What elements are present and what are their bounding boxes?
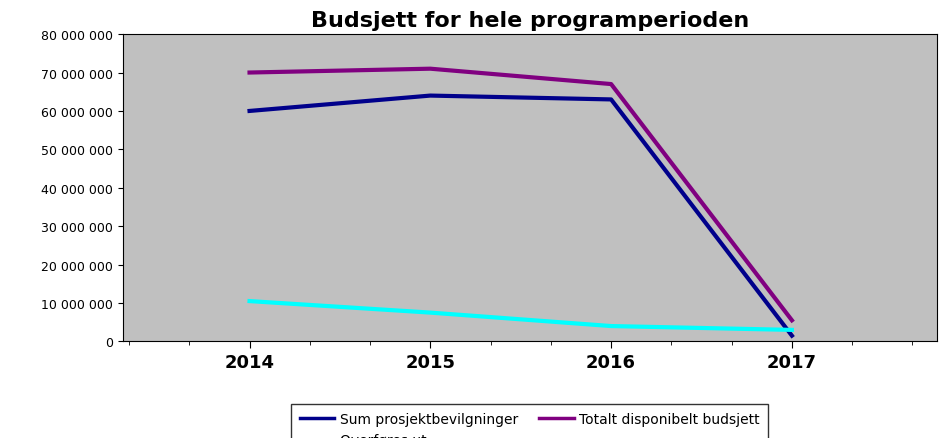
Overføres ut (605, 324, 617, 329)
Sum prosjektbevilgninger (244, 109, 255, 114)
Overføres ut (786, 328, 797, 333)
Title: Budsjett for hele programperioden: Budsjett for hele programperioden (310, 11, 749, 31)
Sum prosjektbevilgninger (605, 98, 617, 103)
Sum prosjektbevilgninger (425, 94, 436, 99)
Totalt disponibelt budsjett (605, 82, 617, 88)
Line: Sum prosjektbevilgninger: Sum prosjektbevilgninger (250, 96, 792, 336)
Line: Totalt disponibelt budsjett: Totalt disponibelt budsjett (250, 70, 792, 321)
Totalt disponibelt budsjett (786, 318, 797, 323)
Line: Overføres ut: Overføres ut (250, 301, 792, 330)
Legend: Sum prosjektbevilgninger, Overføres ut, Totalt disponibelt budsjett: Sum prosjektbevilgninger, Overføres ut, … (291, 404, 768, 438)
Totalt disponibelt budsjett (244, 71, 255, 76)
Overføres ut (244, 299, 255, 304)
Sum prosjektbevilgninger (786, 333, 797, 339)
Totalt disponibelt budsjett (425, 67, 436, 72)
Overføres ut (425, 310, 436, 315)
